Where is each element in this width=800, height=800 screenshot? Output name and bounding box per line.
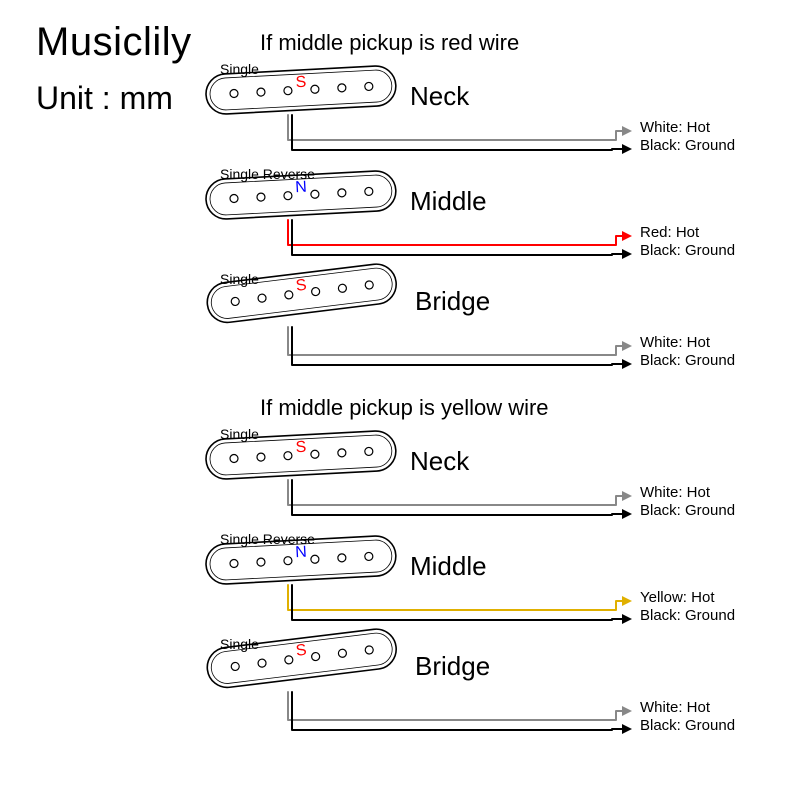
pole-piece [230, 89, 238, 97]
pickup-type-label: Single [220, 61, 259, 77]
wire-arrow [622, 231, 632, 241]
pickup-position-label: Bridge [415, 286, 490, 316]
pole-piece [258, 659, 267, 668]
wire-label: Black: Ground [640, 502, 735, 519]
pole-piece [284, 86, 292, 94]
pole-piece [284, 451, 292, 459]
pole-piece [230, 194, 238, 202]
pole-piece [231, 662, 240, 671]
wire-label: Black: Ground [640, 137, 735, 154]
wire-label: Black: Ground [640, 352, 735, 369]
wire-path [288, 327, 624, 355]
wire-path [288, 480, 624, 505]
polarity-letter: S [295, 74, 307, 92]
pole-piece [365, 281, 374, 290]
pole-piece [338, 284, 347, 293]
wire-arrow [622, 341, 632, 351]
wire-arrow [622, 706, 632, 716]
pole-piece [365, 646, 374, 655]
pole-piece [284, 556, 292, 564]
wire-label: White: Hot [640, 484, 711, 501]
pole-piece [284, 290, 293, 299]
pole-piece [311, 85, 319, 93]
pole-piece [257, 88, 265, 96]
wire-label: White: Hot [640, 334, 711, 351]
pickup-position-label: Bridge [415, 651, 490, 681]
wire-path [288, 220, 624, 245]
wire-label: Red: Hot [640, 224, 700, 241]
pole-piece [365, 187, 373, 195]
pole-piece [338, 449, 346, 457]
pole-piece [338, 84, 346, 92]
pole-piece [230, 454, 238, 462]
wire-path [292, 585, 624, 620]
pole-piece [311, 287, 320, 296]
wire-arrow [622, 249, 632, 259]
section-title: If middle pickup is red wire [260, 30, 519, 55]
pole-piece [257, 453, 265, 461]
pickup-position-label: Middle [410, 551, 487, 581]
pickup-position-label: Neck [410, 81, 470, 111]
pole-piece [231, 297, 240, 306]
pole-piece [257, 558, 265, 566]
wire-path [292, 115, 624, 150]
wire-path [292, 327, 624, 365]
pole-piece [338, 554, 346, 562]
wire-path [288, 585, 624, 610]
wire-label: Black: Ground [640, 242, 735, 259]
wire-path [288, 692, 624, 720]
pole-piece [338, 649, 347, 658]
pickup-type-label: Single [220, 426, 259, 442]
wire-arrow [622, 126, 632, 136]
wire-path [292, 692, 624, 730]
pickup-position-label: Middle [410, 186, 487, 216]
wire-path [292, 480, 624, 515]
pole-piece [257, 193, 265, 201]
polarity-letter: S [295, 642, 308, 660]
wire-label: White: Hot [640, 119, 711, 136]
wire-arrow [622, 509, 632, 519]
section-title: If middle pickup is yellow wire [260, 395, 549, 420]
pole-piece [311, 450, 319, 458]
pole-piece [338, 189, 346, 197]
pole-piece [284, 191, 292, 199]
pickup-position-label: Neck [410, 446, 470, 476]
pickup-type-label: Single [220, 636, 259, 652]
wire-arrow [622, 491, 632, 501]
wire-label: White: Hot [640, 699, 711, 716]
pole-piece [311, 190, 319, 198]
wire-arrow [622, 596, 632, 606]
pickup-type-label: Single [220, 271, 259, 287]
pickup-type-label: Single Reverse [220, 531, 315, 547]
pole-piece [230, 559, 238, 567]
pole-piece [284, 655, 293, 664]
pole-piece [365, 447, 373, 455]
pole-piece [311, 555, 319, 563]
wire-arrow [622, 144, 632, 154]
pole-piece [258, 294, 267, 303]
wire-label: Yellow: Hot [640, 589, 715, 606]
wire-path [292, 220, 624, 255]
polarity-letter: S [295, 439, 307, 457]
wire-arrow [622, 359, 632, 369]
wire-path [288, 115, 624, 140]
pole-piece [365, 552, 373, 560]
wire-arrow [622, 724, 632, 734]
pickup-type-label: Single Reverse [220, 166, 315, 182]
wire-label: Black: Ground [640, 607, 735, 624]
pole-piece [311, 652, 320, 661]
diagram-svg: If middle pickup is red wire S Single Neck W… [0, 0, 800, 800]
pole-piece [365, 82, 373, 90]
wire-arrow [622, 614, 632, 624]
polarity-letter: S [295, 277, 308, 295]
wire-label: Black: Ground [640, 717, 735, 734]
